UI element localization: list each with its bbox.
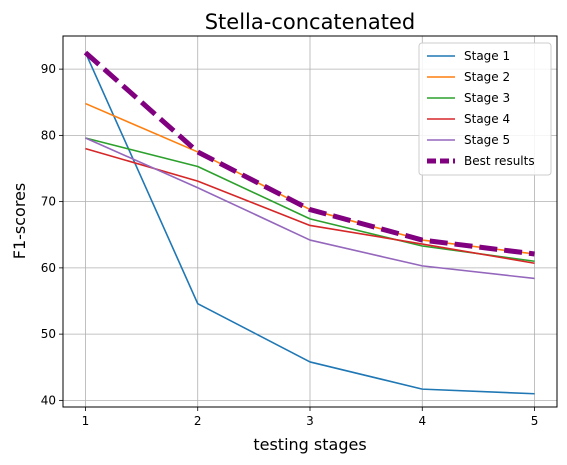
legend-label-stage-5: Stage 5 — [464, 133, 510, 147]
y-tick-label: 50 — [41, 327, 56, 341]
y-tick-label: 40 — [41, 393, 56, 407]
legend-label-stage-4: Stage 4 — [464, 112, 510, 126]
chart-title: Stella-concatenated — [205, 10, 416, 34]
x-tick-label: 4 — [418, 414, 426, 428]
x-tick-label: 3 — [306, 414, 314, 428]
y-tick-label: 80 — [41, 128, 56, 142]
legend-label-stage-3: Stage 3 — [464, 91, 510, 105]
x-tick-label: 5 — [531, 414, 539, 428]
legend-label-stage-2: Stage 2 — [464, 70, 510, 84]
series-lines — [83, 50, 535, 395]
legend-label-stage-1: Stage 1 — [464, 49, 510, 63]
y-tick-label: 70 — [41, 195, 56, 209]
axis-ticks: 1 2 3 4 5 40 50 60 70 80 90 — [41, 62, 539, 428]
series-line-best-results — [83, 50, 535, 257]
legend-box — [418, 42, 552, 176]
x-tick-label: 1 — [82, 414, 90, 428]
y-tick-label: 60 — [41, 261, 56, 275]
x-tick-label: 2 — [194, 414, 202, 428]
legend-label-best-results: Best results — [464, 154, 535, 168]
series-line-stage-5 — [85, 137, 535, 280]
y-axis-label: F1-scores — [10, 183, 29, 259]
series-line-stage-1 — [84, 52, 535, 395]
series-line-stage-4 — [85, 147, 535, 265]
legend: Stage 1 Stage 2 Stage 3 Stage 4 Stage 5 Best … — [418, 42, 552, 176]
x-axis-label: testing stages — [253, 435, 366, 454]
y-tick-label: 90 — [41, 62, 56, 76]
